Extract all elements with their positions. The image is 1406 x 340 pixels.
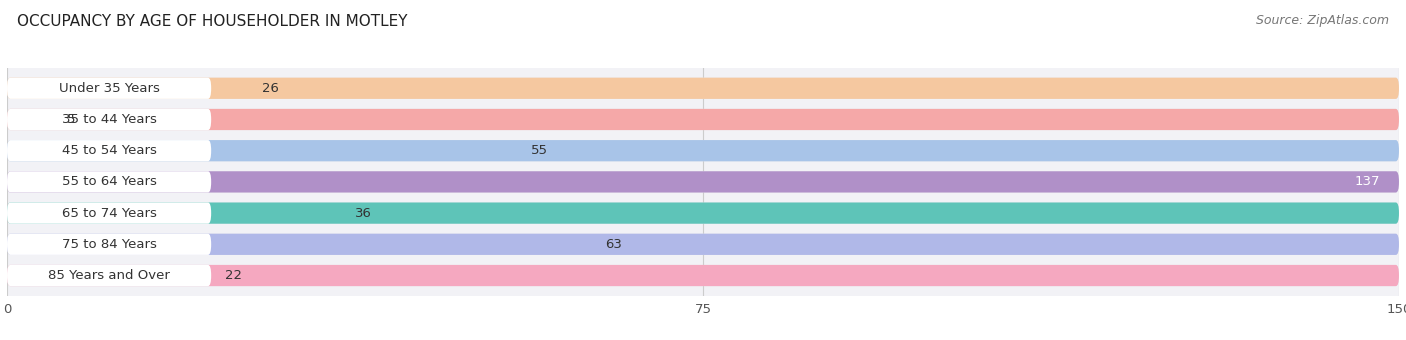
- Text: 5: 5: [67, 113, 76, 126]
- Text: 137: 137: [1355, 175, 1381, 188]
- Text: Source: ZipAtlas.com: Source: ZipAtlas.com: [1256, 14, 1389, 27]
- Text: 35 to 44 Years: 35 to 44 Years: [62, 113, 156, 126]
- FancyBboxPatch shape: [7, 265, 1399, 286]
- Text: OCCUPANCY BY AGE OF HOUSEHOLDER IN MOTLEY: OCCUPANCY BY AGE OF HOUSEHOLDER IN MOTLE…: [17, 14, 408, 29]
- Text: 63: 63: [606, 238, 623, 251]
- Text: 55 to 64 Years: 55 to 64 Years: [62, 175, 156, 188]
- Text: 85 Years and Over: 85 Years and Over: [48, 269, 170, 282]
- Text: 55: 55: [531, 144, 548, 157]
- FancyBboxPatch shape: [7, 265, 211, 286]
- Text: 65 to 74 Years: 65 to 74 Years: [62, 207, 156, 220]
- FancyBboxPatch shape: [7, 109, 1399, 130]
- FancyBboxPatch shape: [7, 171, 1399, 192]
- FancyBboxPatch shape: [7, 203, 1399, 224]
- Text: 22: 22: [225, 269, 242, 282]
- FancyBboxPatch shape: [7, 234, 1399, 255]
- FancyBboxPatch shape: [7, 203, 1399, 224]
- FancyBboxPatch shape: [7, 234, 211, 255]
- FancyBboxPatch shape: [7, 140, 1399, 161]
- FancyBboxPatch shape: [7, 234, 1399, 255]
- FancyBboxPatch shape: [7, 265, 1399, 286]
- FancyBboxPatch shape: [7, 171, 1399, 192]
- FancyBboxPatch shape: [7, 78, 211, 99]
- FancyBboxPatch shape: [7, 78, 1399, 99]
- FancyBboxPatch shape: [7, 140, 211, 161]
- Text: 36: 36: [354, 207, 373, 220]
- Text: 45 to 54 Years: 45 to 54 Years: [62, 144, 156, 157]
- FancyBboxPatch shape: [7, 78, 1399, 99]
- Text: Under 35 Years: Under 35 Years: [59, 82, 159, 95]
- FancyBboxPatch shape: [7, 109, 211, 130]
- FancyBboxPatch shape: [7, 140, 1399, 161]
- FancyBboxPatch shape: [7, 171, 211, 192]
- FancyBboxPatch shape: [7, 203, 211, 224]
- FancyBboxPatch shape: [7, 109, 1399, 130]
- Text: 75 to 84 Years: 75 to 84 Years: [62, 238, 156, 251]
- Text: 26: 26: [262, 82, 280, 95]
